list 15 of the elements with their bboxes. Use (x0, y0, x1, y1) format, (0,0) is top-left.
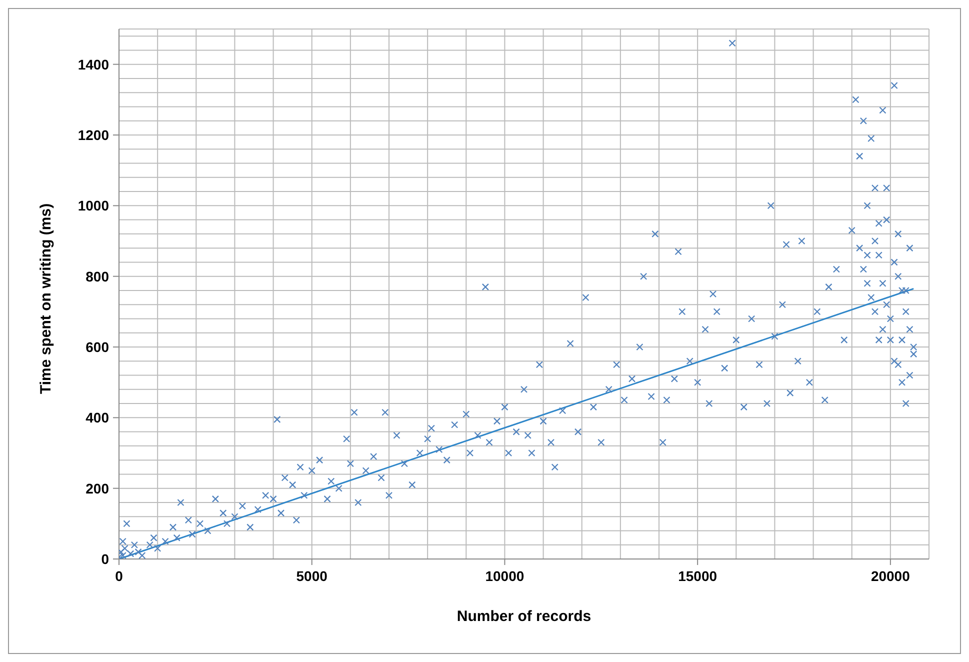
y-tick-label: 1400 (78, 56, 110, 72)
x-tick-label: 10000 (485, 568, 524, 584)
x-tick-label: 5000 (296, 568, 328, 584)
x-axis-title: Number of records (456, 608, 592, 625)
y-tick-label: 0 (101, 551, 110, 567)
y-tick-label: 400 (86, 410, 110, 426)
x-tick-label: 0 (115, 568, 124, 584)
y-tick-label: 1000 (78, 198, 110, 214)
y-axis-title: Time spent on writing (ms) (37, 203, 54, 394)
x-tick-label: 20000 (870, 568, 910, 584)
y-tick-label: 600 (86, 339, 110, 355)
y-tick-label: 1200 (78, 127, 110, 143)
x-tick-label: 15000 (678, 568, 718, 584)
y-tick-label: 200 (86, 480, 110, 496)
y-tick-label: 800 (86, 268, 110, 284)
